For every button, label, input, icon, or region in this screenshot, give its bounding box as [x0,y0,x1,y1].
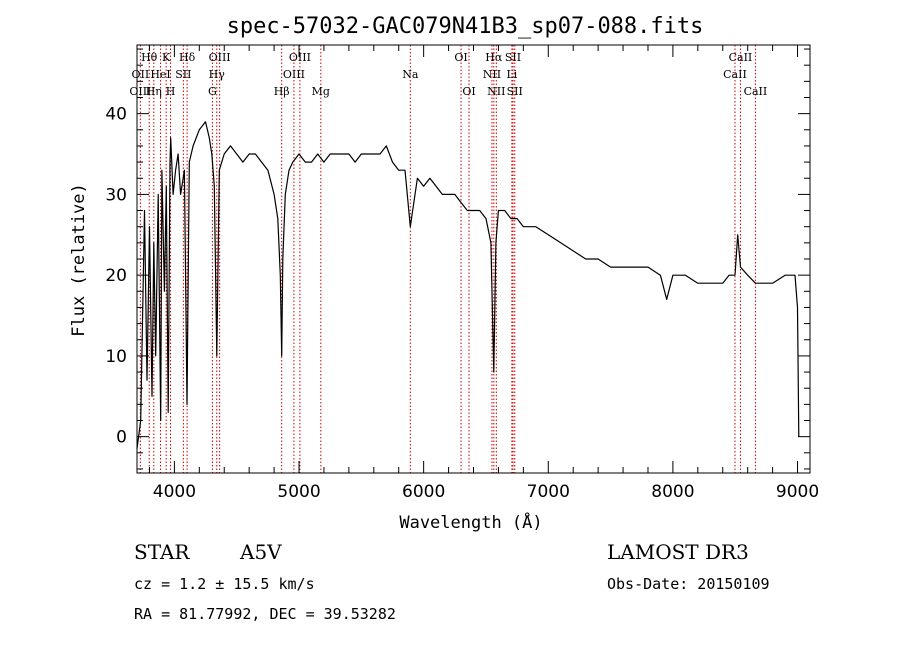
obs-date-text: Obs-Date: 20150109 [607,575,770,593]
spectral-line-label: OI [462,85,475,98]
x-tick-label: 6000 [402,482,445,502]
spectral-line-label: Mg [312,85,330,98]
spectral-line-label: Hβ [274,85,290,98]
spectral-line-label: SII [507,85,523,98]
y-tick-label: 20 [105,266,127,286]
spectral-line-label: CaII [723,68,747,81]
spectral-line-label: OIII [283,68,305,81]
spectral-line-label: K [162,51,171,64]
spectral-line-label: H [166,85,176,98]
x-tick-label: 9000 [776,482,819,502]
spectral-line-label: SII [505,51,521,64]
spectral-line-label: HeI [150,68,170,81]
spectral-line-label: SII [175,68,191,81]
object-class: STAR [134,540,190,564]
spectral-line-label: Hθ [141,51,158,64]
object-subclass: A5V [239,540,282,564]
x-tick-label: 8000 [651,482,694,502]
x-tick-label: 7000 [527,482,570,502]
spectral-line-label: Li [506,68,517,81]
spectral-line-label: CaII [729,51,753,64]
x-axis-label: Wavelength (Å) [399,511,542,533]
plot-frame [136,44,811,474]
redshift-text: cz = 1.2 ± 15.5 km/s [134,575,315,593]
spectral-line-label: Hγ [209,68,226,81]
spectral-line-label: Hα [485,51,503,64]
spectral-line-label: CaII [744,85,768,98]
coordinates-text: RA = 81.77992, DEC = 39.53282 [134,605,396,623]
x-tick-label: 4000 [153,482,196,502]
spectral-line-label: OI [454,51,467,64]
spectral-line-label: OIII [129,85,151,98]
spectral-line-label: NII [487,85,505,98]
spectral-line-label: Hη [146,85,162,98]
spectral-line-label: G [208,85,217,98]
y-axis-label: Flux (relative) [69,183,89,337]
y-tick-label: 40 [105,105,127,125]
spectral-line-label: Na [402,68,419,81]
plot-area: 4000 5000 6000 7000 8000 9000 0 10 20 30 40 Hθ OII OI… [105,44,819,502]
x-tick-label: 5000 [277,482,320,502]
y-tick-label: 0 [116,428,127,448]
spectral-line-label: Hδ [179,51,196,64]
spectral-line-label: OII [132,68,150,81]
spectrum-line [136,121,800,449]
spectral-line-label: OIII [209,51,231,64]
y-tick-label: 10 [105,347,127,367]
survey-name: LAMOST DR3 [607,540,749,564]
spectral-line-label: OIII [289,51,311,64]
spectral-line-label: NII [483,68,501,81]
y-tick-label: 30 [105,185,127,205]
chart-title: spec-57032-GAC079N41B3_sp07-088.fits [227,14,704,39]
